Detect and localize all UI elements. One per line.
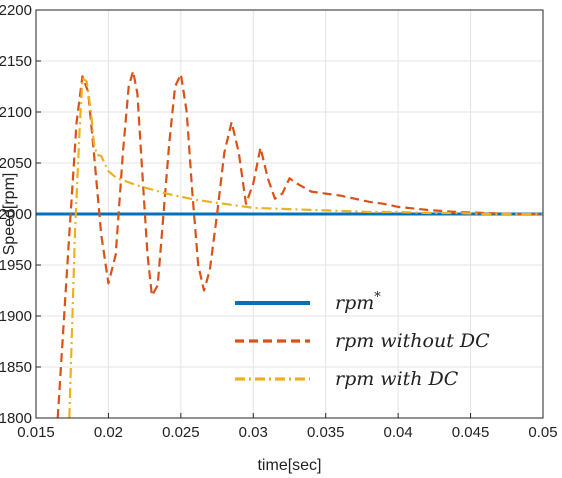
x-tick-label: 0.015 <box>17 424 55 441</box>
x-tick-label: 0.035 <box>307 424 345 441</box>
x-tick-label: 0.045 <box>452 424 490 441</box>
y-tick-label: 2050 <box>0 155 32 172</box>
y-tick-label: 2150 <box>0 53 32 70</box>
y-axis-label: Speed[rpm] <box>1 173 18 256</box>
y-tick-label: 1800 <box>0 410 32 427</box>
x-tick-label: 0.025 <box>162 424 200 441</box>
y-tick-label: 2100 <box>0 104 32 121</box>
x-tick-label: 0.02 <box>94 424 123 441</box>
plot-frame <box>35 9 544 419</box>
legend-label-1: rpm without DC <box>335 330 490 352</box>
y-tick-label: 1850 <box>0 359 32 376</box>
x-tick-label: 0.05 <box>528 424 557 441</box>
x-tick-label: 0.03 <box>239 424 268 441</box>
legend-label-2: rpm with DC <box>335 368 459 390</box>
y-tick-label: 1950 <box>0 257 32 274</box>
y-tick-label: 1900 <box>0 308 32 325</box>
x-tick-label: 0.04 <box>384 424 413 441</box>
y-tick-label: 2200 <box>0 2 32 19</box>
y-tick-label: 2000 <box>0 206 32 223</box>
series-line-1 <box>56 70 543 419</box>
axis-ticks: 0.015 0.02 0.025 0.03 0.035 0.04 0.045 0.05 1800… <box>0 2 558 441</box>
legend: rpm* rpm without DC rpm with DC <box>235 290 490 390</box>
legend-label-0: rpm* <box>335 290 381 314</box>
x-axis-label: time[sec] <box>257 457 321 474</box>
series-layer <box>36 70 543 419</box>
